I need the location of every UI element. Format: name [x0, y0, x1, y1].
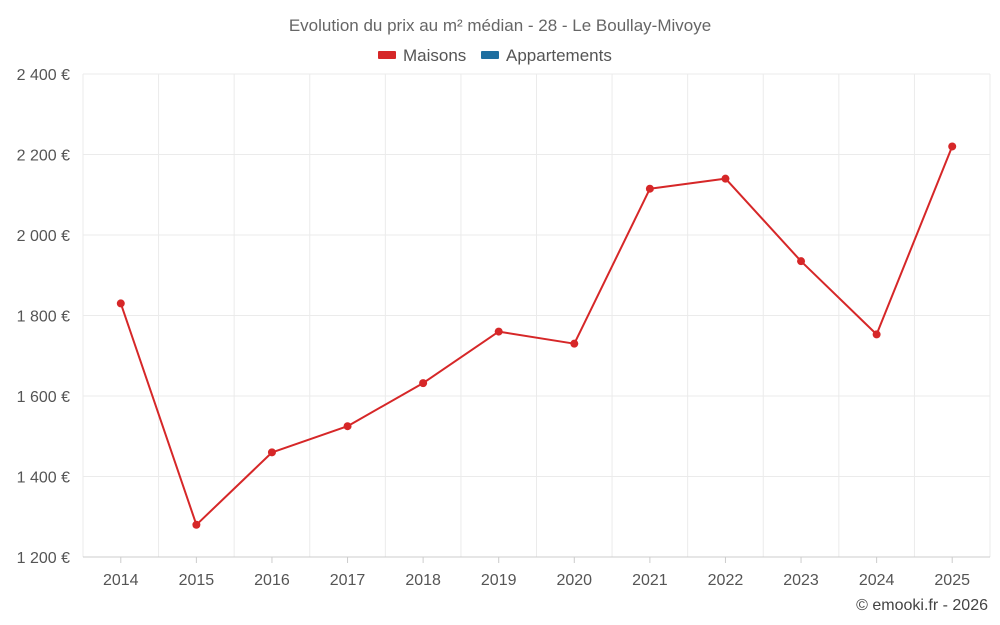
- x-tick-label: 2015: [179, 572, 215, 589]
- legend-item-appartements[interactable]: Appartements: [481, 46, 612, 65]
- data-point-maisons-2024[interactable]: [872, 330, 881, 339]
- y-tick-label: 2 000 €: [17, 228, 70, 245]
- legend-swatch-maisons: [378, 51, 396, 59]
- series-line-maisons: [119, 146, 954, 526]
- x-tick-label: 2016: [254, 572, 290, 589]
- x-tick-label: 2025: [934, 572, 970, 589]
- x-tick-label: 2020: [556, 572, 592, 589]
- x-tick-label: 2024: [859, 572, 895, 589]
- x-tick-label: 2021: [632, 572, 668, 589]
- data-point-maisons-2025[interactable]: [948, 142, 957, 151]
- y-tick-label: 1 800 €: [17, 309, 70, 326]
- x-tick-label: 2023: [783, 572, 819, 589]
- data-point-maisons-2016[interactable]: [267, 448, 276, 457]
- y-tick-label: 2 400 €: [17, 67, 70, 84]
- x-tick-label: 2014: [103, 572, 139, 589]
- y-tick-label: 2 200 €: [17, 148, 70, 165]
- credit-text: © emooki.fr - 2026: [856, 597, 988, 614]
- data-point-maisons-2019[interactable]: [494, 327, 503, 336]
- data-point-maisons-2021[interactable]: [645, 184, 654, 193]
- data-point-maisons-2017[interactable]: [343, 422, 352, 431]
- legend-label-appartements: Appartements: [506, 46, 612, 65]
- data-point-maisons-2023[interactable]: [797, 257, 806, 266]
- legend-item-maisons[interactable]: Maisons: [378, 46, 466, 65]
- x-tick-label: 2019: [481, 572, 517, 589]
- y-tick-label: 1 400 €: [17, 470, 70, 487]
- data-point-maisons-2015[interactable]: [192, 520, 201, 529]
- legend: Maisons Appartements: [378, 46, 612, 65]
- data-point-maisons-2018[interactable]: [419, 379, 428, 388]
- grid: [82, 73, 991, 557]
- legend-label-maisons: Maisons: [403, 46, 466, 65]
- data-point-maisons-2014[interactable]: [116, 299, 125, 308]
- legend-swatch-appartements: [481, 51, 499, 59]
- x-tick-label: 2017: [330, 572, 366, 589]
- y-tick-label: 1 600 €: [17, 389, 70, 406]
- chart-title: Evolution du prix au m² médian - 28 - Le…: [289, 16, 711, 35]
- data-point-maisons-2020[interactable]: [570, 339, 579, 348]
- y-tick-label: 1 200 €: [17, 550, 70, 567]
- x-tick-label: 2018: [405, 572, 441, 589]
- data-point-maisons-2022[interactable]: [721, 174, 730, 183]
- x-tick-label: 2022: [708, 572, 744, 589]
- series-layer: [116, 142, 957, 529]
- axes: 1 200 € 1 400 € 1 600 € 1 800 € 2 000 € 2 200…: [17, 67, 990, 589]
